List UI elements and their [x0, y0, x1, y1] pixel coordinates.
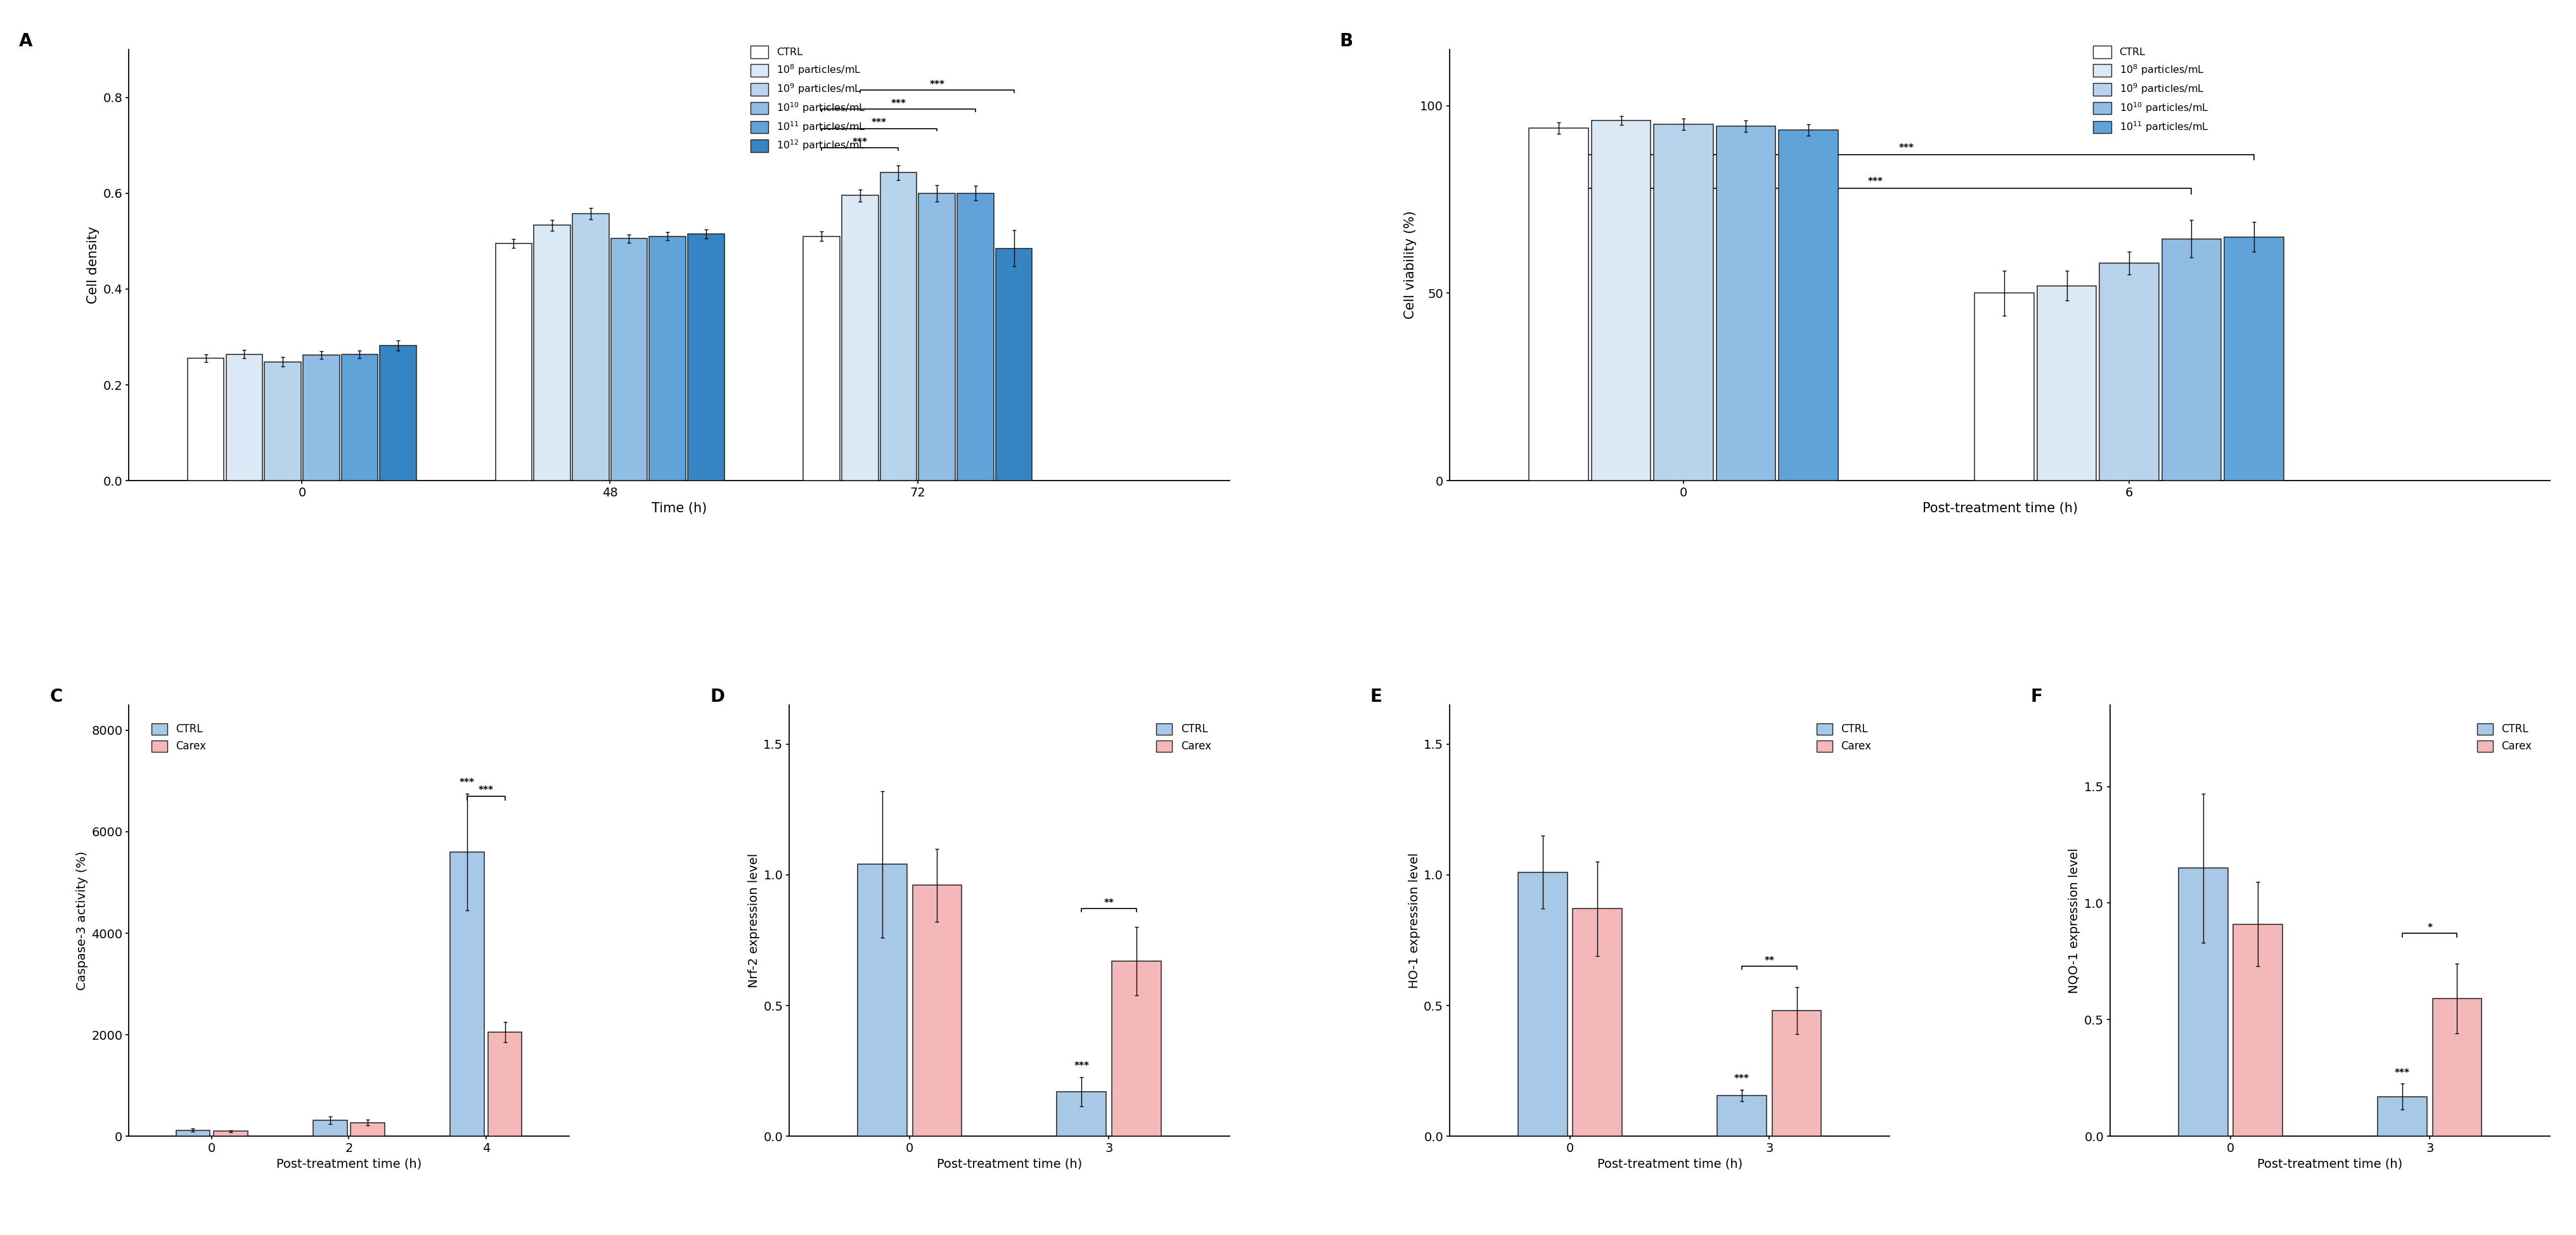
Bar	[881, 173, 917, 480]
Bar	[2223, 237, 2282, 480]
X-axis label: Post-treatment time (h): Post-treatment time (h)	[276, 1158, 422, 1170]
Bar	[912, 885, 961, 1136]
Text: E: E	[1370, 688, 1383, 705]
Text: ***: ***	[2396, 1068, 2411, 1078]
Bar	[188, 358, 224, 480]
X-axis label: Post-treatment time (h): Post-treatment time (h)	[938, 1158, 1082, 1170]
Legend: CTRL, Carex: CTRL, Carex	[1814, 719, 1875, 756]
Bar	[1716, 126, 1775, 480]
Bar	[1772, 1010, 1821, 1136]
Bar	[175, 1130, 209, 1136]
Bar	[2161, 238, 2221, 480]
Bar	[304, 356, 340, 480]
Text: *: *	[2427, 923, 2432, 932]
Text: ***: ***	[1734, 1074, 1749, 1083]
Y-axis label: HO-1 expression level: HO-1 expression level	[1409, 852, 1419, 988]
X-axis label: Post-treatment time (h): Post-treatment time (h)	[2257, 1158, 2403, 1170]
Bar	[1654, 125, 1713, 480]
Bar	[314, 1120, 348, 1136]
Y-axis label: Cell viability (%): Cell viability (%)	[1404, 211, 1417, 319]
Bar	[1530, 128, 1589, 480]
Bar	[804, 236, 840, 480]
X-axis label: Post-treatment time (h): Post-treatment time (h)	[1922, 503, 2079, 515]
Text: ***: ***	[930, 80, 945, 89]
Bar	[495, 243, 531, 480]
Bar	[1592, 121, 1651, 480]
Text: D: D	[711, 688, 724, 705]
Y-axis label: Cell density: Cell density	[88, 226, 100, 304]
Legend: CTRL, Carex: CTRL, Carex	[147, 719, 211, 756]
Bar	[1777, 130, 1837, 480]
Bar	[533, 225, 569, 480]
Bar	[611, 238, 647, 480]
Legend: CTRL, Carex: CTRL, Carex	[2473, 719, 2537, 756]
Legend: CTRL, 10$^{8}$ particles/mL, 10$^{9}$ particles/mL, 10$^{10}$ particles/mL, 10$^: CTRL, 10$^{8}$ particles/mL, 10$^{9}$ pa…	[750, 46, 866, 152]
Bar	[487, 1032, 523, 1136]
Text: ***: ***	[1899, 143, 1914, 153]
Y-axis label: Caspase-3 activity (%): Caspase-3 activity (%)	[75, 851, 88, 990]
Bar	[379, 346, 417, 480]
Bar	[2432, 999, 2481, 1136]
Bar	[1574, 909, 1623, 1136]
Text: B: B	[1340, 32, 1352, 49]
Text: **: **	[1765, 956, 1775, 966]
Bar	[958, 193, 994, 480]
Bar	[214, 1131, 247, 1136]
Text: ***: ***	[1868, 177, 1883, 186]
Bar	[572, 214, 608, 480]
X-axis label: Time (h): Time (h)	[652, 503, 706, 515]
Y-axis label: Nrf-2 expression level: Nrf-2 expression level	[747, 853, 760, 988]
Text: ***: ***	[459, 778, 474, 788]
Text: **: **	[1105, 898, 1113, 908]
Bar	[920, 193, 956, 480]
Bar	[2378, 1097, 2427, 1136]
Bar	[1517, 872, 1566, 1136]
Y-axis label: NQO-1 expression level: NQO-1 expression level	[2069, 847, 2081, 993]
Bar	[1718, 1095, 1767, 1136]
Bar	[2099, 263, 2159, 480]
Text: ***: ***	[853, 137, 868, 147]
Bar	[997, 248, 1033, 480]
Bar	[451, 852, 484, 1136]
Text: F: F	[2030, 688, 2043, 705]
Text: C: C	[49, 688, 62, 705]
Bar	[649, 236, 685, 480]
Bar	[2233, 924, 2282, 1136]
Text: ***: ***	[871, 119, 886, 127]
Bar	[688, 233, 724, 480]
Bar	[842, 195, 878, 480]
Text: ***: ***	[891, 99, 907, 109]
X-axis label: Post-treatment time (h): Post-treatment time (h)	[1597, 1158, 1741, 1170]
Bar	[343, 354, 379, 480]
Legend: CTRL, Carex: CTRL, Carex	[1151, 719, 1216, 756]
Bar	[2179, 868, 2228, 1136]
Bar	[1113, 961, 1162, 1136]
Legend: CTRL, 10$^{8}$ particles/mL, 10$^{9}$ particles/mL, 10$^{10}$ particles/mL, 10$^: CTRL, 10$^{8}$ particles/mL, 10$^{9}$ pa…	[2094, 46, 2208, 133]
Bar	[2038, 285, 2097, 480]
Bar	[1976, 293, 2035, 480]
Text: A: A	[18, 32, 33, 49]
Bar	[1056, 1092, 1105, 1136]
Bar	[350, 1123, 384, 1136]
Text: ***: ***	[1074, 1061, 1090, 1071]
Bar	[265, 362, 301, 480]
Bar	[858, 864, 907, 1136]
Text: ***: ***	[479, 785, 495, 795]
Bar	[227, 354, 263, 480]
